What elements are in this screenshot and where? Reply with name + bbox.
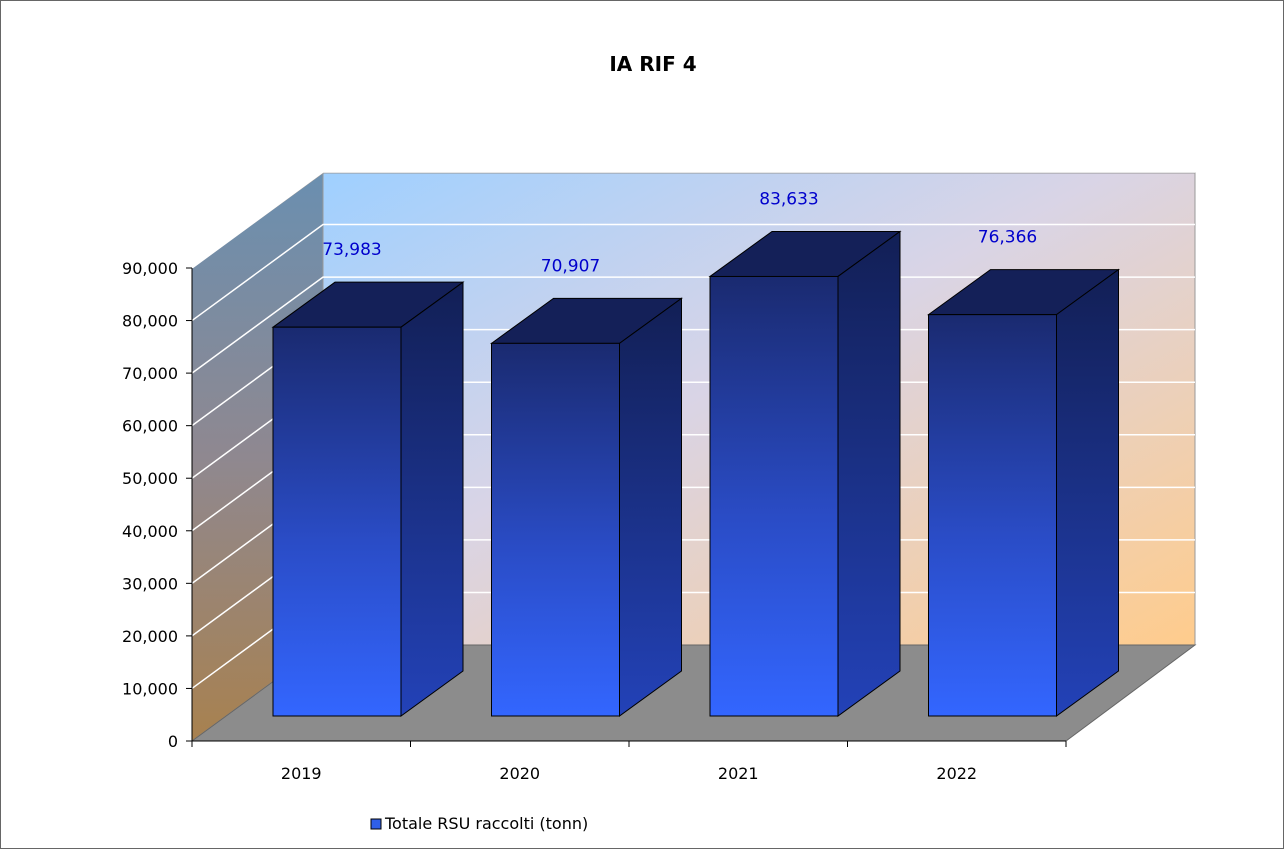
bar-front [272,326,402,717]
gridline [191,276,1195,374]
bars [271,230,1121,717]
y-tick-label: 50,000 [122,469,178,488]
y-tick-label: 40,000 [122,522,178,541]
x-tick-label: 2019 [281,764,322,783]
bar-side [1056,268,1119,717]
y-tick-label: 80,000 [122,312,178,331]
bar [708,230,902,717]
y-axis: 0 10,000 20,000 30,000 40,000 50,000 60,000 70,… [122,259,193,751]
legend-swatch [370,818,382,830]
bar-front [709,275,839,717]
data-label: 70,907 [541,256,600,276]
y-tick-label: 10,000 [122,679,178,698]
y-tick-label: 90,000 [122,259,178,278]
y-tick-label: 0 [168,732,178,751]
bar-front [928,314,1057,717]
bar [926,268,1121,717]
data-labels: 73,983 70,907 83,633 76,366 [322,189,1037,276]
gridline [191,171,1195,269]
y-tick-label: 30,000 [122,574,178,593]
bar-side [400,281,464,717]
bar [489,297,684,717]
gridline [191,223,1195,322]
chart-title: IA RIF 4 [609,52,696,76]
data-label: 83,633 [759,189,818,209]
bar-side [619,297,682,717]
x-axis: 2019 2020 2021 2022 [191,740,1067,783]
bar-front [491,342,620,717]
x-tick-label: 2021 [718,764,759,783]
bar-side [837,230,901,717]
data-label: 76,366 [978,228,1037,248]
y-tick-label: 60,000 [122,417,178,436]
y-tick-label: 70,000 [122,364,178,383]
x-tick-label: 2020 [499,764,540,783]
y-tick-label: 20,000 [122,627,178,646]
legend-label: Totale RSU raccolti (tonn) [384,814,588,833]
x-tick-label: 2022 [936,764,977,783]
bar [271,281,465,717]
legend: Totale RSU raccolti (tonn) [370,814,588,833]
data-label: 73,983 [322,240,381,260]
